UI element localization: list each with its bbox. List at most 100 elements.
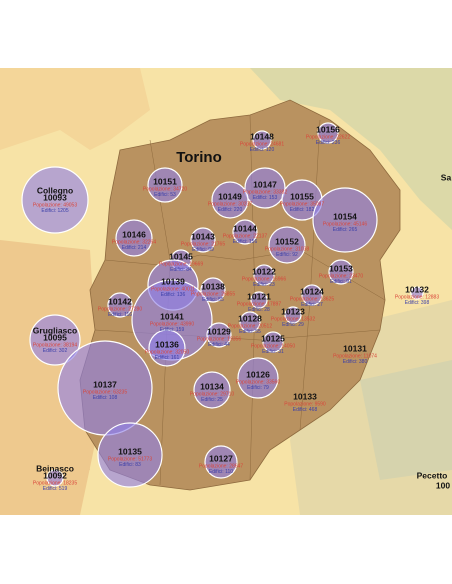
buildings: Edifici: 99 [192, 247, 214, 253]
zip-code: 10123 [281, 306, 305, 316]
zip-code: 10121 [247, 291, 271, 301]
zip-code: 10155 [290, 191, 314, 201]
buildings: Edifici: 214 [122, 245, 147, 251]
bubble [252, 130, 272, 150]
bubble [21, 166, 89, 234]
population: Popolazione: 29710 [190, 391, 234, 397]
place-label: Sa [441, 172, 452, 182]
zip-code: 10152 [275, 236, 299, 246]
buildings: Edifici: 55 [202, 297, 224, 303]
zip-code: 10153 [329, 263, 353, 273]
population: Popolazione: 12883 [395, 294, 439, 300]
bubble [46, 469, 64, 487]
buildings: Edifici: 380 [343, 359, 368, 365]
buildings: Edifici: 116 [108, 312, 132, 318]
bubble [410, 286, 424, 300]
bubble [29, 314, 81, 366]
zip-code: 10133 [293, 391, 317, 401]
bubble [107, 292, 133, 318]
zip-code: 10145 [169, 251, 193, 261]
bubble [317, 122, 339, 144]
place-label: Grugliasco [33, 325, 77, 335]
buildings: Edifici: 120 [250, 147, 275, 153]
bubble [148, 329, 186, 367]
zip-code: 10142 [108, 296, 132, 306]
buildings: Edifici: 182 [290, 207, 315, 213]
place-label: Collegno [37, 185, 73, 195]
bubble [268, 226, 306, 264]
population: Popolazione: 26855 [191, 291, 235, 297]
bubble [328, 259, 354, 285]
zip-code: 10093 [43, 192, 67, 202]
buildings: Edifici: 55 [239, 329, 261, 335]
bubble [232, 219, 258, 245]
population: Popolazione: 22137 [223, 233, 267, 239]
population: Popolazione: 40011 [151, 286, 195, 292]
population: Popolazione: 16966 [242, 276, 286, 282]
bubble [206, 322, 232, 348]
population: Popolazione: 45146 [323, 221, 367, 227]
buildings: Edifici: 108 [93, 395, 118, 401]
bubble [200, 277, 226, 303]
buildings: Edifici: 92 [276, 252, 298, 258]
buildings: Edifici: 220 [218, 207, 243, 213]
population: Popolazione: 63235 [83, 389, 127, 395]
buildings: Edifici: 25 [201, 397, 223, 403]
zip-code: 10144 [233, 223, 257, 233]
zip-code: 10125 [261, 333, 285, 343]
population: Popolazione: 23470 [319, 273, 363, 279]
zip-code: 10148 [250, 131, 274, 141]
zip-code: 10154 [333, 211, 357, 221]
zip-code: 10127 [209, 453, 233, 463]
population: Popolazione: 32264 [112, 239, 156, 245]
buildings: Edifici: 91 [330, 279, 352, 285]
buildings: Edifici: 27 [301, 302, 323, 308]
bubble [115, 219, 153, 257]
bubble [244, 167, 286, 209]
zip-code: 10129 [207, 326, 231, 336]
zip-code: 10126 [246, 369, 270, 379]
zip-code: 10134 [200, 381, 224, 391]
buildings: Edifici: 161 [155, 355, 180, 361]
population: Popolazione: 34720 [143, 186, 187, 192]
place-label: Beinasco [36, 463, 74, 473]
population: Popolazione: 49053 [33, 202, 77, 208]
zip-code: 10135 [118, 446, 142, 456]
population: Popolazione: 21765 [181, 241, 225, 247]
population: Popolazione: 32050 [145, 349, 189, 355]
buildings: Edifici: 236 [316, 140, 341, 146]
population: Popolazione: 22622 [306, 134, 350, 140]
buildings: Edifici: 53 [154, 192, 176, 198]
zip-code: 10136 [155, 339, 179, 349]
population: Popolazione: 9590 [284, 401, 326, 407]
buildings: Edifici: 44 [208, 342, 230, 348]
buildings: Edifici: 1205 [41, 208, 68, 214]
buildings: Edifici: 398 [405, 300, 430, 306]
zip-code: 10149 [218, 191, 242, 201]
bubble [312, 187, 378, 253]
zip-code: 10124 [300, 286, 324, 296]
zip-code: 10156 [316, 124, 340, 134]
buildings: Edifici: 29 [282, 322, 304, 328]
population: Popolazione: 31038 [265, 246, 309, 252]
buildings: Edifici: 23 [253, 282, 275, 288]
zip-code: 10131 [343, 343, 367, 353]
suburb [0, 68, 150, 150]
buildings: Edifici: 156 [233, 239, 258, 245]
population: Popolazione: 43990 [150, 321, 194, 327]
bubble [190, 227, 216, 253]
population: Popolazione: 19356 [197, 336, 241, 342]
population: Popolazione: 19669 [159, 261, 203, 267]
zip-code: 10141 [160, 311, 184, 321]
population: Popolazione: 38194 [33, 342, 77, 348]
population: Popolazione: 14050 [251, 343, 295, 349]
buildings: Edifici: 31 [262, 349, 284, 355]
population: Popolazione: 13532 [271, 316, 315, 322]
buildings: Edifici: 83 [119, 462, 141, 468]
bubble [147, 167, 183, 203]
population: Popolazione: 17897 [237, 301, 281, 307]
population: Popolazione: 35087 [280, 201, 324, 207]
bubble [211, 181, 249, 219]
zip-code: 10095 [43, 332, 67, 342]
